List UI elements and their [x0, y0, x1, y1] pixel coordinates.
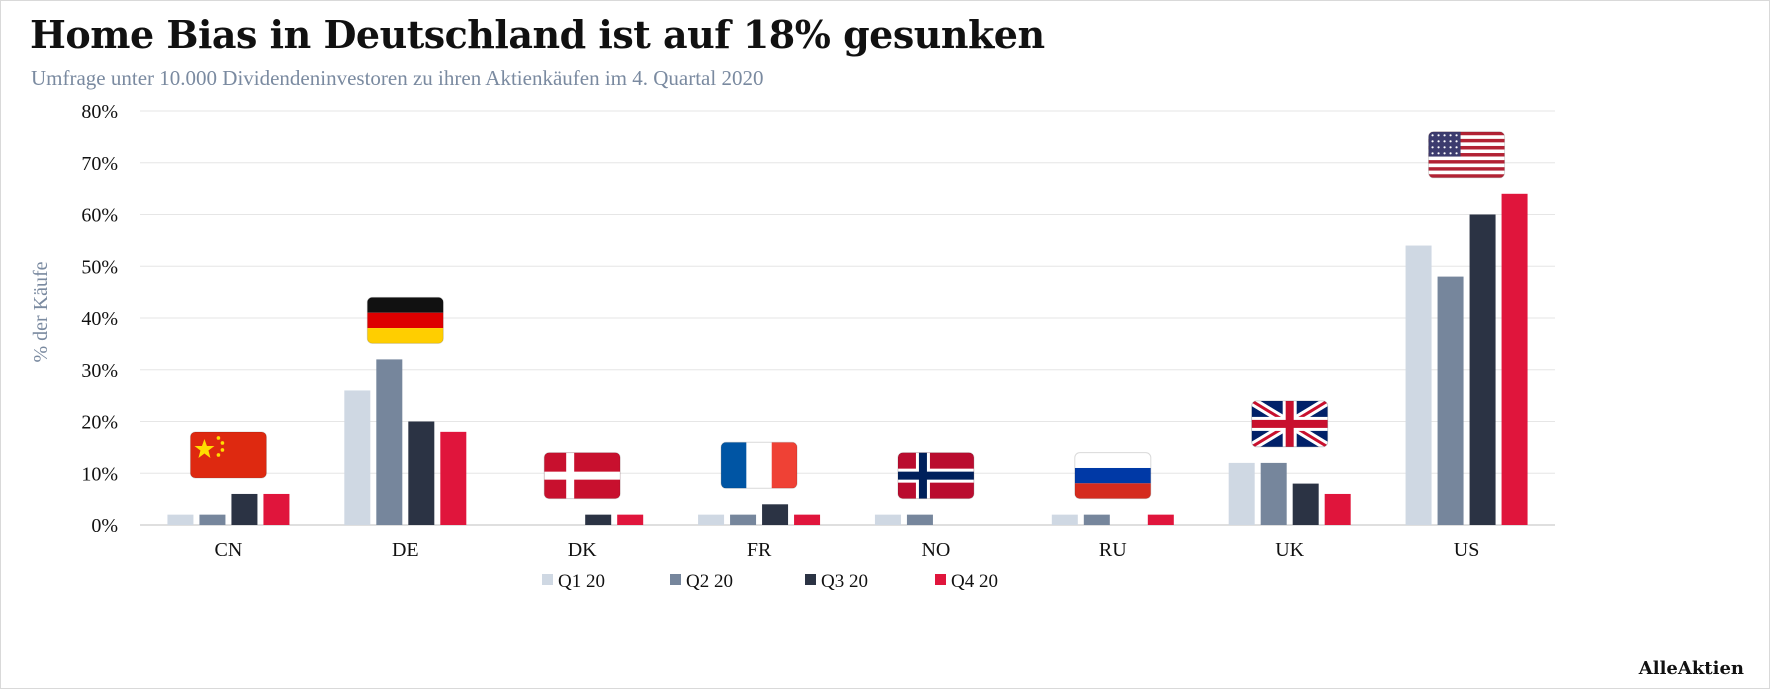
russia-flag-icon	[1074, 452, 1152, 500]
bar-de-q1-20	[344, 390, 371, 525]
y-tick-label: 30%	[81, 360, 118, 382]
germany-flag-icon	[366, 296, 444, 344]
legend-swatch-q1-20	[542, 574, 553, 585]
x-tick-label: RU	[1099, 539, 1127, 561]
y-tick-label: 50%	[81, 256, 118, 278]
bar-fr-q2-20	[730, 514, 757, 525]
legend-swatch-q4-20	[935, 574, 946, 585]
bar-ru-q4-20	[1147, 514, 1174, 525]
bar-uk-q3-20	[1292, 483, 1319, 525]
y-axis-ticks: 0% 10% 20% 30% 40% 50% 60% 70% 80%	[81, 101, 118, 537]
bar-us-q2-20	[1437, 276, 1464, 525]
legend-label: Q4 20	[951, 571, 998, 592]
legend-label: Q1 20	[558, 571, 605, 592]
bar-fr-q3-20	[762, 504, 789, 525]
bar-cn-q2-20	[199, 514, 226, 525]
bar-no-q1-20	[874, 514, 901, 525]
x-tick-label: US	[1454, 539, 1480, 561]
y-tick-label: 40%	[81, 308, 118, 330]
china-flag-icon	[189, 431, 267, 479]
bar-cn-q4-20	[263, 493, 290, 525]
legend-swatch-q3-20	[805, 574, 816, 585]
denmark-flag-icon	[543, 452, 621, 500]
bar-uk-q2-20	[1260, 462, 1287, 525]
bar-uk-q1-20	[1228, 462, 1255, 525]
bar-de-q3-20	[408, 421, 435, 525]
legend-swatch-q2-20	[670, 574, 681, 585]
y-tick-label: 60%	[81, 205, 118, 227]
bar-us-q3-20	[1469, 214, 1496, 525]
chart-title: Home Bias in Deutschland ist auf 18% ges…	[30, 12, 1045, 57]
y-tick-label: 80%	[81, 101, 118, 123]
y-axis-label: % der Käufe	[30, 261, 52, 362]
flags	[189, 131, 1506, 500]
bars	[167, 193, 1528, 526]
legend-label: Q2 20	[686, 571, 733, 592]
y-tick-label: 10%	[81, 463, 118, 485]
bar-us-q4-20	[1501, 193, 1528, 526]
x-tick-label: CN	[215, 539, 243, 561]
bar-ru-q1-20	[1051, 514, 1078, 525]
bar-uk-q4-20	[1324, 493, 1351, 525]
bar-de-q4-20	[440, 431, 467, 525]
y-tick-label: 0%	[91, 515, 118, 537]
bar-ru-q2-20	[1083, 514, 1110, 525]
bar-cn-q1-20	[167, 514, 194, 525]
legend-label: Q3 20	[821, 571, 868, 592]
y-tick-label: 70%	[81, 153, 118, 175]
france-flag-icon	[720, 441, 798, 489]
bar-fr-q4-20	[794, 514, 821, 525]
bar-fr-q1-20	[698, 514, 725, 525]
x-tick-label: DE	[392, 539, 419, 561]
chart-subtitle: Umfrage unter 10.000 Dividendeninvestore…	[31, 66, 764, 90]
y-tick-label: 20%	[81, 412, 118, 434]
brand-logo: AlleAktien	[1638, 658, 1744, 679]
bar-de-q2-20	[376, 359, 403, 525]
bar-dk-q3-20	[585, 514, 612, 525]
x-tick-label: UK	[1275, 539, 1304, 561]
x-tick-label: NO	[921, 539, 950, 561]
norway-flag-icon	[897, 452, 975, 500]
uk-flag-icon	[1251, 400, 1329, 448]
x-axis-ticks: CN DE DK FR NO RU UK US	[215, 539, 1480, 561]
legend: Q1 20 Q2 20 Q3 20 Q4 20	[542, 571, 998, 592]
bar-cn-q3-20	[231, 493, 258, 525]
bar-dk-q4-20	[617, 514, 644, 525]
x-tick-label: DK	[568, 539, 597, 561]
bar-no-q2-20	[906, 514, 933, 525]
bar-us-q1-20	[1405, 245, 1432, 526]
us-flag-icon	[1428, 131, 1506, 179]
x-tick-label: FR	[747, 539, 772, 561]
